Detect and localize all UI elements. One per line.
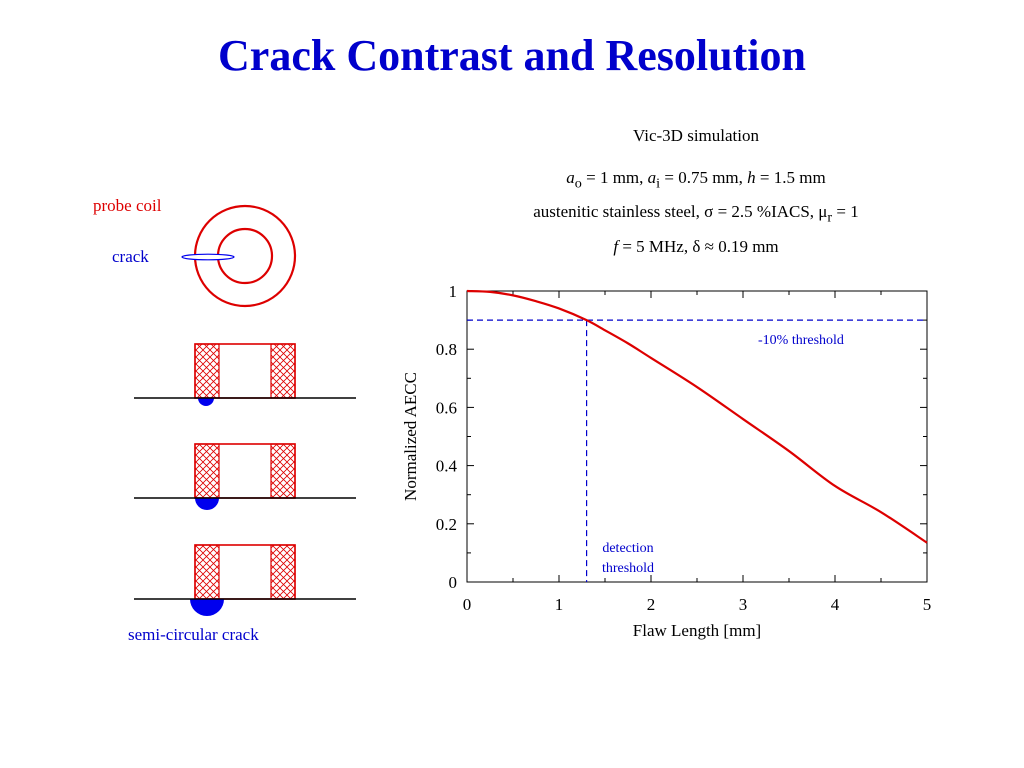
x-tick-label: 5 [923,595,932,614]
mu-value: = 1 [832,202,859,221]
frequency-value: = 5 MHz, δ ≈ 0.19 mm [618,237,779,256]
y-tick-label: 0 [449,573,458,592]
y-tick-label: 0.8 [436,340,457,359]
axis-ticks [466,290,928,583]
plot-frame [466,290,928,583]
detection-threshold-label-line1: detection [602,541,653,556]
y-tick-label: 0.6 [436,398,457,417]
simulation-heading: Vic-3D simulation [633,126,759,145]
x-tick-label: 4 [831,595,840,614]
detection-threshold-label-line2: threshold [602,561,654,576]
axis-tick-labels: 0 1 2 3 4 5 0 0.2 0.4 0.6 0.8 1 [436,282,932,614]
y-axis-label: Normalized AECC [401,372,420,501]
ai-symbol: a [647,168,657,187]
ai-value: = 0.75 mm, [660,168,748,187]
page-title: Crack Contrast and Resolution [218,31,806,80]
y-tick-label: 0.4 [436,457,458,476]
material-line: austenitic stainless steel, σ = 2.5 %IAC… [496,202,896,226]
h-value: = 1.5 mm [755,168,826,187]
simulation-params-line: ao = 1 mm, ai = 0.75 mm, h = 1.5 mm [496,168,896,192]
frequency-line: f = 5 MHz, δ ≈ 0.19 mm [496,237,896,257]
semi-circular-crack-label: semi-circular crack [128,625,259,644]
ao-value: = 1 mm, [581,168,648,187]
h-symbol: h [747,168,756,187]
crack-label: crack [112,247,149,266]
x-tick-label: 1 [555,595,564,614]
y-tick-label: 1 [449,282,458,301]
ao-symbol: a [566,168,575,187]
mu-subscript: r [827,209,833,226]
material-text: austenitic stainless steel, σ = 2.5 %IAC… [533,202,828,221]
x-tick-label: 2 [647,595,656,614]
ao-subscript: o [574,175,582,192]
y-tick-label: 0.2 [436,515,457,534]
x-tick-label: 0 [463,595,472,614]
threshold-label: -10% threshold [758,333,844,348]
aecc-series-line [466,289,928,544]
x-tick-label: 3 [739,595,748,614]
x-axis-label: Flaw Length [mm] [633,621,761,640]
f-symbol: f [613,237,619,256]
probe-coil-label: probe coil [93,196,162,215]
ai-subscript: i [656,175,661,192]
